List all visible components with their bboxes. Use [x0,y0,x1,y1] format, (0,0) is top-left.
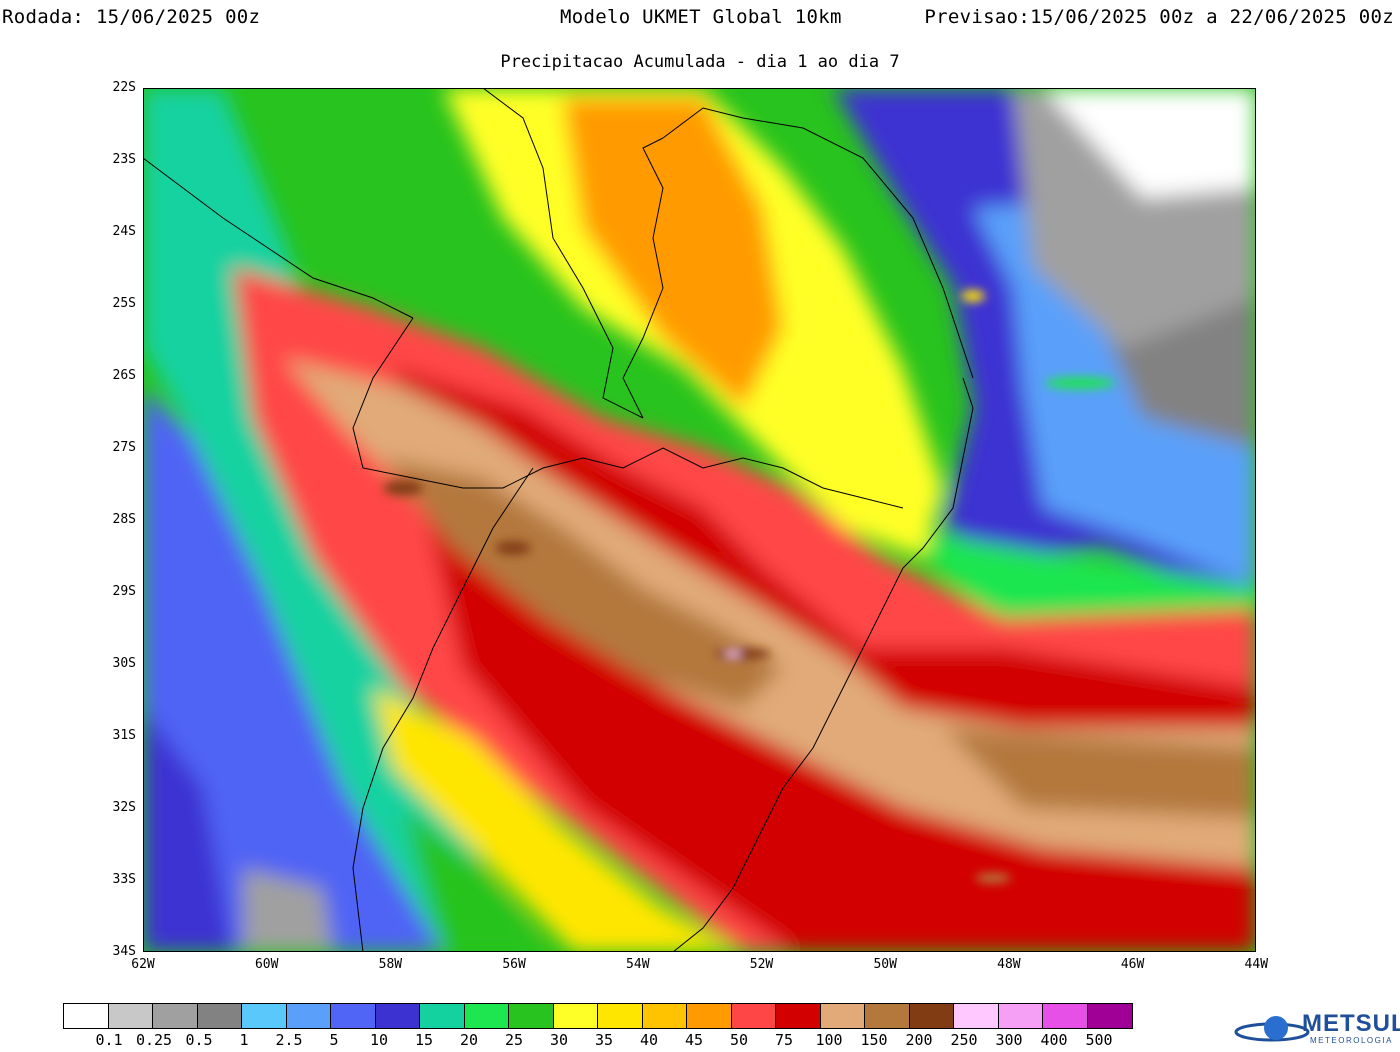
lat-tick-label: 24S [112,224,136,239]
forecast-info: Previsao:15/06/2025 00z a 22/06/2025 00z [924,6,1394,28]
legend-swatch [731,1004,776,1028]
legend-label: 20 [459,1031,479,1049]
lon-tick-label: 46W [1120,957,1145,972]
legend-swatch [375,1004,420,1028]
run-info: Rodada: 15/06/2025 00z [2,6,260,28]
legend-label: 50 [729,1031,749,1049]
legend-swatch [242,1004,287,1028]
precip-field [143,88,1256,952]
lon-tick-label: 62W [131,957,155,972]
color-scale-legend [63,1003,1133,1029]
lon-tick-label: 56W [502,957,526,972]
lat-tick-label: 30S [112,656,136,671]
lon-tick-label: 48W [997,957,1021,972]
lat-tick-label: 22S [112,80,136,95]
legend-swatch [865,1004,910,1028]
legend-swatch [909,1004,954,1028]
logo-subtext: METEOROLOGIA [1310,1036,1393,1045]
forecast-label: Previsao: [924,6,1031,28]
lat-tick-label: 26S [112,368,136,383]
legend-label: 5 [329,1031,339,1049]
legend-label: 75 [774,1031,794,1049]
lat-tick-label: 25S [112,296,136,311]
legend-swatch [509,1004,554,1028]
legend-label: 0.5 [185,1031,213,1049]
legend-label: 25 [504,1031,524,1049]
lon-tick-label: 50W [873,957,897,972]
lon-tick-label: 44W [1244,957,1269,972]
lon-tick-label: 52W [749,957,774,972]
legend-swatch [642,1004,687,1028]
legend-label: 40 [639,1031,659,1049]
lat-tick-label: 31S [112,728,136,743]
legend-swatch [820,1004,865,1028]
legend-swatch [464,1004,509,1028]
legend-label: 30 [549,1031,569,1049]
lat-tick-label: 28S [112,512,136,527]
legend-swatch [108,1004,153,1028]
legend-swatch [331,1004,376,1028]
lat-tick-label: 34S [112,944,136,959]
metsul-logo [1234,1016,1310,1042]
legend-swatch [1087,1004,1132,1028]
lat-tick-label: 33S [112,872,136,887]
coastline-borders [143,88,974,952]
legend-label: 400 [1040,1031,1068,1049]
model-title: Modelo UKMET Global 10km [560,6,842,28]
legend-swatch [64,1004,109,1028]
legend-swatch [197,1004,242,1028]
legend-label: 10 [369,1031,389,1049]
legend-label: 200 [905,1031,933,1049]
legend-swatch [1043,1004,1088,1028]
lon-tick-label: 60W [254,957,279,972]
forecast-value: 15/06/2025 00z a 22/06/2025 00z [1030,6,1394,28]
run-label: Rodada: [2,6,85,28]
lat-tick-label: 29S [112,584,136,599]
legend-label: 1 [239,1031,249,1049]
map-subtitle: Precipitacao Acumulada - dia 1 ao dia 7 [500,52,900,72]
logo-text: METSUL [1302,1010,1400,1037]
legend-label: 0.25 [135,1031,173,1049]
legend-swatch [420,1004,465,1028]
lon-tick-label: 58W [378,957,403,972]
legend-swatch [598,1004,643,1028]
lat-tick-label: 32S [112,800,136,815]
legend-label: 15 [414,1031,434,1049]
legend-swatch [776,1004,821,1028]
legend-label: 45 [684,1031,704,1049]
legend-label: 2.5 [275,1031,303,1049]
run-value: 15/06/2025 00z [95,6,261,28]
legend-swatch [687,1004,732,1028]
lat-tick-label: 27S [112,440,136,455]
legend-label: 300 [995,1031,1023,1049]
lat-tick-label: 23S [112,152,136,167]
legend-swatch [954,1004,999,1028]
legend-swatch [286,1004,331,1028]
legend-swatch [998,1004,1043,1028]
legend-swatch [153,1004,198,1028]
legend-label: 35 [594,1031,614,1049]
legend-label: 150 [860,1031,888,1049]
precip-details [383,290,1115,883]
legend-label: 500 [1085,1031,1113,1049]
legend-label: 250 [950,1031,978,1049]
legend-swatch [553,1004,598,1028]
lon-tick-label: 54W [626,957,650,972]
legend-label: 0.1 [95,1031,123,1049]
legend-label: 100 [815,1031,843,1049]
precipitation-map [143,88,1256,952]
